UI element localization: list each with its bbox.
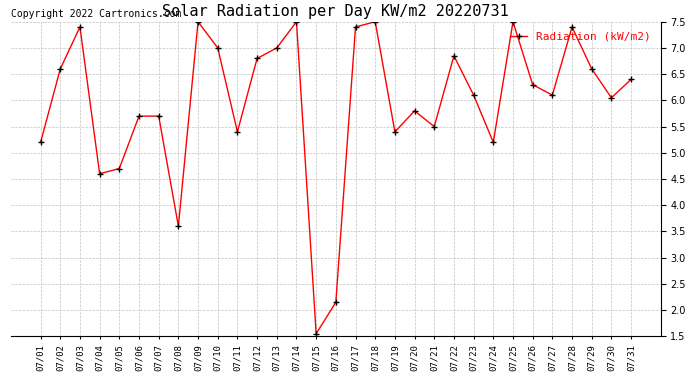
Title: Solar Radiation per Day KW/m2 20220731: Solar Radiation per Day KW/m2 20220731 bbox=[162, 4, 509, 19]
Text: Copyright 2022 Cartronics.com: Copyright 2022 Cartronics.com bbox=[11, 9, 181, 19]
Legend: Radiation (kW/m2): Radiation (kW/m2) bbox=[506, 27, 655, 46]
